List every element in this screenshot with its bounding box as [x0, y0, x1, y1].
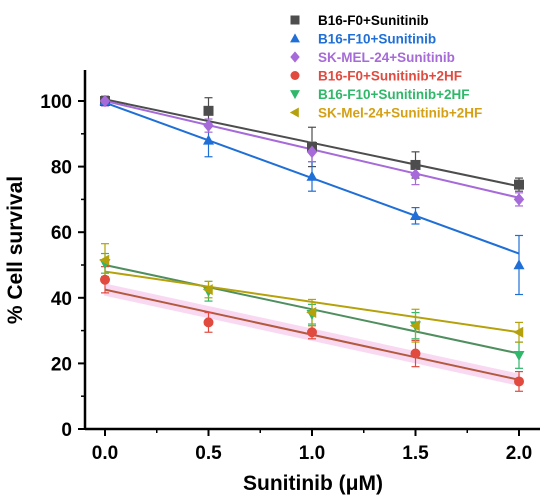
- data-point: [99, 94, 111, 108]
- data-point: [306, 145, 318, 159]
- legend-label: B16-F0+Sunitinib+2HF: [318, 69, 462, 84]
- legend-marker: [290, 71, 300, 80]
- y-tick-label: 0: [61, 420, 72, 441]
- data-point: [410, 168, 421, 182]
- data-point: [513, 326, 524, 338]
- data-point: [306, 170, 318, 181]
- data-point: [513, 193, 525, 206]
- data-point: [410, 210, 421, 221]
- legend-label: B16-F0+Sunitinib: [318, 13, 429, 28]
- legend-label: B16-F10+Sunitinib: [318, 32, 436, 47]
- y-tick-label: 80: [51, 158, 72, 179]
- x-tick-label: 2.0: [506, 443, 532, 464]
- data-point: [203, 105, 214, 116]
- legend-marker: [290, 51, 300, 63]
- legend-marker: [289, 107, 299, 118]
- data-point: [514, 376, 524, 387]
- data-point: [307, 327, 317, 338]
- data-point: [513, 259, 525, 270]
- x-axis-title: Sunitinib (μM): [243, 472, 383, 495]
- data-point: [100, 274, 110, 285]
- data-point: [203, 119, 214, 132]
- legend: B16-F0+Sunitinib B16-F10+Sunitinib SK-MEL-…: [289, 13, 482, 121]
- data-point: [514, 179, 524, 190]
- data-point: [409, 320, 420, 332]
- data-point: [306, 307, 317, 319]
- legend-label: SK-Mel-24+Sunitinib+2HF: [318, 106, 482, 121]
- x-tick-label: 0.5: [195, 443, 222, 464]
- x-tick-label: 1.0: [299, 443, 325, 464]
- legend-marker: [290, 33, 300, 43]
- legend-label: B16-F10+Sunitinib+2HF: [318, 87, 470, 102]
- legend-marker: [290, 90, 300, 100]
- data-point: [203, 317, 214, 328]
- y-tick-label: 20: [51, 354, 72, 375]
- y-axis-title: % Cell survival: [4, 176, 27, 324]
- y-tick-label: 100: [40, 92, 72, 113]
- data-point: [410, 348, 421, 359]
- x-tick-label: 0.0: [92, 443, 118, 464]
- y-tick-label: 60: [51, 223, 72, 244]
- y-tick-label: 40: [51, 289, 72, 310]
- error-bars: [101, 95, 523, 392]
- data-point: [410, 159, 421, 170]
- data-point: [203, 134, 214, 145]
- markers: [99, 94, 525, 387]
- data-point: [99, 254, 110, 266]
- legend-label: SK-MEL-24+Sunitinib: [318, 50, 455, 65]
- x-tick-label: 1.5: [402, 443, 429, 464]
- ticks: 0.0 0.5 1.0 1.5 2.0 0 20 40 60 80 100: [40, 92, 532, 464]
- legend-marker: [290, 15, 300, 25]
- data-point: [513, 350, 525, 361]
- data-point: [202, 284, 213, 296]
